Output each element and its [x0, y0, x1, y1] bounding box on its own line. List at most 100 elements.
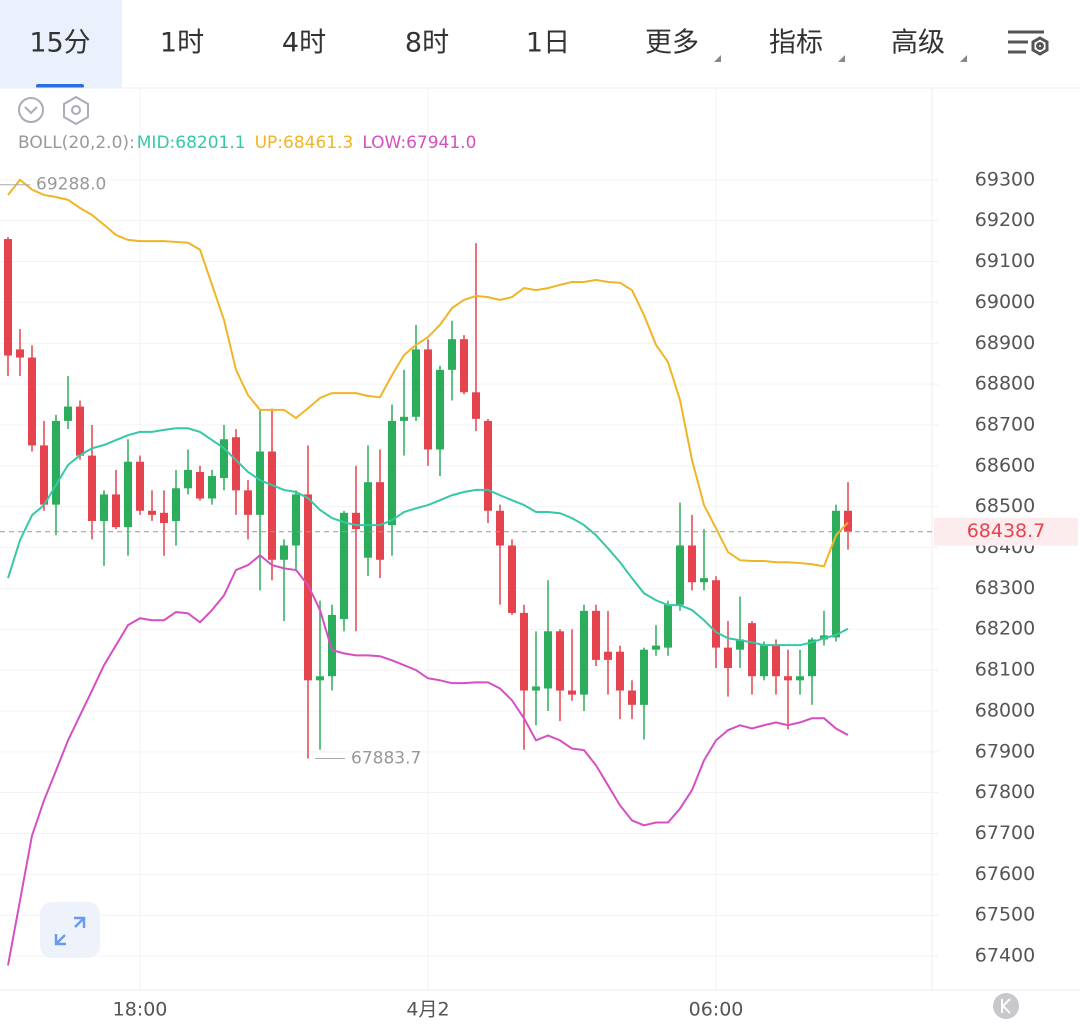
candle-body: [388, 420, 396, 526]
y-tick-label: 68600: [975, 454, 1035, 476]
candle-body: [64, 406, 72, 421]
legend: BOLL(20,2.0): MID:68201.1 UP:68461.3 LOW:67…: [18, 133, 476, 153]
candle-body: [592, 610, 600, 660]
y-tick-label: 68100: [975, 659, 1035, 681]
candle-body: [316, 676, 324, 681]
candle-body: [328, 614, 336, 677]
candle-body: [520, 612, 528, 691]
expand-button[interactable]: [40, 902, 100, 958]
legend-entry: UP:68461.3: [255, 133, 354, 153]
y-tick-label: 69000: [975, 291, 1035, 313]
candle-body: [112, 494, 120, 528]
y-tick-label: 69100: [975, 250, 1035, 272]
candle-body: [136, 461, 144, 511]
x-tick-label: 18:00: [113, 999, 168, 1021]
tab[interactable]: 4时: [282, 28, 326, 59]
candle-body: [736, 639, 744, 650]
candle-body: [148, 510, 156, 515]
bollinger-line: [7, 427, 849, 647]
y-tick-label: 68700: [975, 413, 1035, 435]
tab-bar: 15分 1时 4时 8时 1日 更多 指标 高级: [29, 28, 967, 62]
candle-body: [184, 469, 192, 489]
candle-body: [676, 545, 684, 605]
candle-body: [544, 631, 552, 689]
candle-body: [280, 545, 288, 560]
legend-entry: LOW:67941.0: [362, 133, 476, 153]
candle-body: [844, 510, 852, 532]
dropdown-triangle: [838, 55, 845, 62]
y-tick-label: 68800: [975, 373, 1035, 395]
tab[interactable]: 1时: [160, 28, 204, 59]
candle-body: [628, 690, 636, 705]
y-tick-label: 68500: [975, 495, 1035, 517]
tab[interactable]: 1日: [526, 28, 570, 59]
candle-body: [424, 349, 432, 450]
y-tick-label: 69300: [975, 168, 1035, 190]
candle-body: [124, 461, 132, 528]
y-tick-label: 67800: [975, 781, 1035, 803]
candle-body: [292, 494, 300, 546]
candle-body: [724, 647, 732, 669]
candle-body: [28, 357, 36, 446]
candle-body: [52, 420, 60, 505]
last-price-label: 68438.7: [967, 520, 1046, 542]
last-price-tag: [934, 517, 1078, 546]
tab[interactable]: 8时: [405, 28, 449, 59]
x-tick-label: 06:00: [689, 999, 744, 1021]
candle-body: [340, 512, 348, 620]
candle-body: [412, 349, 420, 417]
selected-tab-bg: [0, 0, 122, 88]
candle-body: [784, 676, 792, 681]
candle-body: [496, 510, 504, 546]
candle-body: [352, 512, 360, 530]
candle-body: [376, 482, 384, 560]
legend-title: BOLL(20,2.0):: [18, 133, 135, 153]
candle-body: [100, 494, 108, 521]
settings-icon[interactable]: [1008, 30, 1049, 56]
tab[interactable]: 更多: [645, 28, 699, 59]
candle-body: [472, 392, 480, 419]
legend-entry: MID:68201.1: [137, 133, 246, 153]
candle-body: [448, 339, 456, 370]
candle-body: [604, 651, 612, 660]
candle-body: [616, 651, 624, 691]
k-button[interactable]: [993, 993, 1019, 1019]
candle-body: [436, 369, 444, 450]
candle-body: [208, 476, 216, 499]
candle-body: [508, 545, 516, 613]
y-tick-label: 68900: [975, 332, 1035, 354]
candle-body: [364, 482, 372, 558]
candle-body: [484, 420, 492, 511]
candle-body: [712, 580, 720, 648]
tab[interactable]: 高级: [891, 28, 945, 59]
candle-body: [220, 439, 228, 479]
candle-body: [88, 455, 96, 521]
collapse-icon[interactable]: [18, 97, 44, 123]
candle-body: [268, 451, 276, 560]
candle-body: [700, 578, 708, 583]
tab[interactable]: 指标: [769, 28, 823, 59]
annotation-label: 69288.0: [36, 175, 106, 195]
candle-body: [832, 510, 840, 638]
candle-body: [748, 623, 756, 677]
candle-body: [40, 445, 48, 505]
y-tick-label: 69200: [975, 209, 1035, 231]
candle-body: [556, 631, 564, 691]
plot-area: 67400 67500 67600 67700 67800 67900 68000 68100…: [0, 88, 1080, 1021]
candle-body: [232, 437, 240, 491]
candle-body: [568, 690, 576, 695]
candle-body: [652, 645, 660, 650]
indicator-settings-icon[interactable]: [63, 95, 89, 126]
candle-body: [772, 645, 780, 677]
selected-tab-underline: [36, 84, 84, 88]
tab[interactable]: 15分: [29, 28, 90, 59]
y-tick-label: 68300: [975, 577, 1035, 599]
candle-body: [664, 604, 672, 648]
y-tick-label: 68000: [975, 699, 1035, 721]
dropdown-triangle: [714, 55, 721, 62]
candle-body: [160, 512, 168, 524]
bollinger-line: [7, 178, 849, 568]
candle-body: [76, 406, 84, 456]
y-tick-label: 68200: [975, 618, 1035, 640]
